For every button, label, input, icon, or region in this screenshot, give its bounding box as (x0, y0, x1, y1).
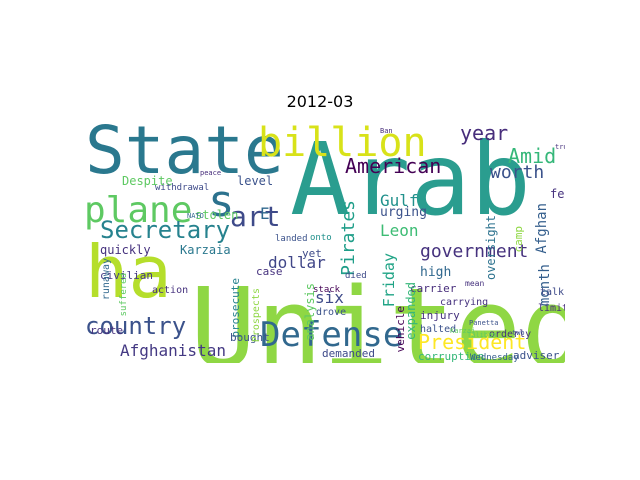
word-defense: Defense (260, 315, 404, 355)
word-united: United (190, 264, 565, 363)
word-gulf: Gulf (380, 191, 419, 210)
word-high: high (420, 265, 452, 280)
word-cloud: United Arab State ha billion plane Defense Secr… (80, 118, 565, 363)
word-two: two (512, 329, 525, 337)
word-worth: worth (490, 162, 545, 183)
word-taliban: Taliban (467, 331, 497, 339)
word-pirates: Pirates (338, 200, 359, 276)
word-drove: drove (316, 307, 347, 318)
word-peace: peace (200, 169, 222, 177)
word-stack: stack (313, 285, 341, 295)
word-withdrawal: withdrawal (155, 183, 210, 193)
word-bought: bought (230, 331, 270, 344)
word-arab: Arab (290, 121, 531, 238)
word-vehicle: vehicle (394, 306, 407, 353)
chart-title: 2012-03 (286, 92, 354, 111)
word-suffered: suffered (119, 273, 129, 317)
word-demanded: demanded (322, 347, 375, 360)
word-urging: urging (380, 205, 427, 220)
word-friday: Friday (380, 253, 398, 308)
word-stolen: stolen (195, 208, 239, 222)
word-month: month (537, 264, 553, 307)
word-karzai: Karzai (450, 327, 476, 335)
word-secretary: Secretary (100, 216, 231, 244)
word-oversight: oversight (484, 215, 498, 281)
word-afghanistan: Afghanistan (120, 341, 226, 360)
word-year: year (460, 121, 509, 145)
word-feel: feel (550, 187, 565, 201)
word-yet: yet (302, 247, 322, 260)
word-wednesday: Wednesday (470, 353, 519, 363)
word-prosecute: prosecute (229, 278, 242, 338)
word-adviser: adviser (513, 349, 560, 362)
word-corruption: corruption (418, 350, 485, 363)
word-quickly: quickly (100, 243, 151, 257)
word-art: art (230, 200, 281, 233)
word-onto: onto (310, 233, 332, 243)
word-country: country (85, 312, 187, 340)
word-plane: plane (84, 190, 193, 231)
word-mean: mean (465, 279, 485, 288)
word-limit: limit (538, 303, 565, 314)
word-landed: landed (275, 234, 308, 244)
word-runaway: runaway (101, 258, 112, 301)
word-amid: Amid (508, 144, 557, 168)
word-case: case (256, 265, 283, 278)
word-carrier: carrier (410, 282, 457, 295)
word-american: American (345, 154, 442, 178)
word-dollar: dollar (268, 253, 326, 272)
word-died: died (345, 271, 367, 281)
word-orderly: orderly (489, 329, 532, 340)
word-despite: Despite (122, 174, 173, 188)
word-leon: Leon (380, 221, 419, 240)
word-talk: talk (540, 287, 565, 298)
word-route: route (90, 324, 124, 337)
word-ha: ha (85, 230, 172, 314)
word-afghan: Afghan (534, 203, 550, 254)
word-ban: Ban (380, 127, 393, 135)
word-president: President (418, 330, 527, 354)
word-nato: NATO (187, 212, 204, 220)
word-action: action (152, 285, 189, 296)
word-e: E (260, 204, 270, 223)
word-injury: injury (420, 309, 460, 322)
word-billion: billion (258, 120, 427, 166)
word-panetta: Panetta (469, 319, 499, 327)
word-level: level (237, 174, 274, 188)
word-s: s (208, 176, 235, 227)
word-civilian: civilian (100, 269, 153, 282)
word-state: State (85, 118, 284, 189)
word-troop: troop (555, 143, 565, 151)
word-camp: camp (512, 226, 525, 253)
word-prospects: Prospects (251, 288, 262, 343)
word-carrying: carrying (440, 297, 489, 308)
word-karzaia: Karzaia (180, 243, 231, 257)
word-halted: halted (420, 324, 457, 335)
word-six: six (315, 288, 344, 307)
word-government: government (420, 241, 529, 262)
